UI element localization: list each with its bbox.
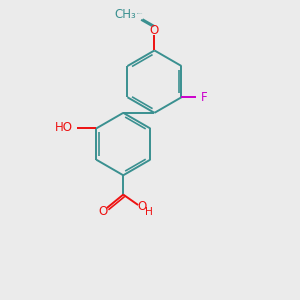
Text: H: H [146, 206, 153, 217]
Text: O: O [150, 24, 159, 37]
Text: O: O [138, 200, 147, 213]
Text: O: O [99, 205, 108, 218]
Text: F: F [201, 91, 207, 104]
Text: methoxy: methoxy [136, 13, 143, 14]
Text: HO: HO [54, 122, 72, 134]
Text: CH₃: CH₃ [115, 8, 136, 21]
